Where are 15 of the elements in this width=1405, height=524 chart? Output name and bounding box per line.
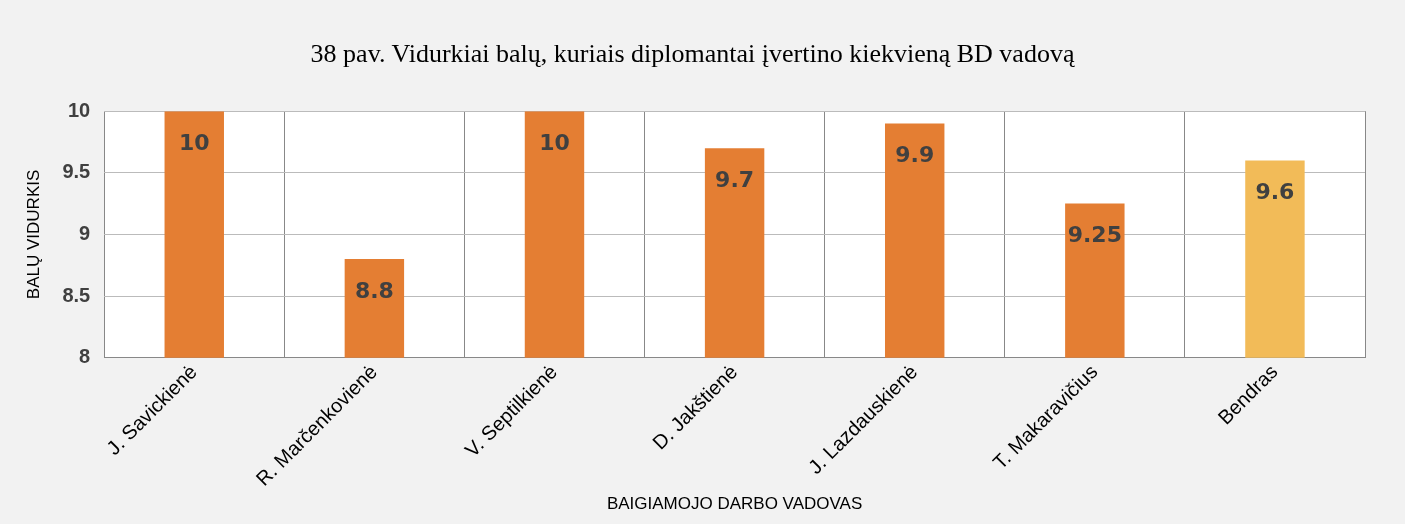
data-label: 9.6	[1255, 179, 1295, 205]
y-tick-label: 10	[67, 98, 91, 121]
data-label: 8.8	[354, 277, 394, 303]
data-label: 9.7	[715, 166, 755, 192]
y-tick-label: 8.5	[62, 283, 91, 306]
data-label: 10	[178, 129, 210, 155]
chart-title: 38 pav. Vidurkiai balų, kuriais diplomantai įvertino kiekvieną BD vadovą	[310, 39, 1075, 69]
y-tick-label: 8	[79, 345, 91, 368]
y-axis-title: BALŲ VIDURKIS	[23, 169, 43, 300]
y-tick-label: 9.5	[62, 160, 91, 183]
data-label: 10	[539, 129, 570, 155]
x-axis-title: BAIGIAMOJO DARBO VADOVAS	[606, 494, 863, 514]
data-label: 9.25	[1067, 222, 1122, 248]
data-label: 9.9	[895, 142, 935, 168]
y-tick-label: 9	[79, 221, 91, 244]
